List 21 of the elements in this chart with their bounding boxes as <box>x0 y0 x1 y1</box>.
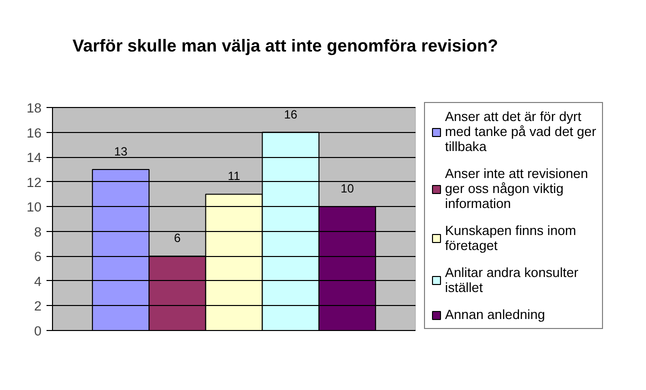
y-tick-label: 6 <box>34 249 42 264</box>
legend-label: Anser inte att revisionen ger oss någon viktig information <box>445 166 588 211</box>
y-tick-label: 2 <box>34 298 42 314</box>
data-label: 10 <box>340 182 354 196</box>
y-tick-label: 8 <box>34 224 42 240</box>
y-tick-label: 16 <box>26 125 42 140</box>
legend-label: Anlitar andra konsulter istället <box>445 265 578 295</box>
data-label: 6 <box>174 231 182 246</box>
y-tick-label: 14 <box>26 150 42 166</box>
legend-label: Anser att det är för dyrt med tanke på vad det ger tillbaka <box>445 109 596 154</box>
y-tick-label: 10 <box>26 200 42 215</box>
data-label: 16 <box>284 107 298 122</box>
y-tick-label: 12 <box>26 174 42 190</box>
legend-label: Kunskapen finns inom företaget <box>445 223 576 253</box>
legend-label: Annan anledning <box>445 307 546 322</box>
y-tick-label: 18 <box>26 100 42 116</box>
chart-title: Varför skulle man välja att inte genomföra revision? <box>72 36 498 56</box>
data-label: 13 <box>114 144 128 158</box>
y-tick-label: 0 <box>34 324 42 338</box>
y-tick-label: 4 <box>34 274 42 289</box>
data-label: 11 <box>228 169 241 184</box>
